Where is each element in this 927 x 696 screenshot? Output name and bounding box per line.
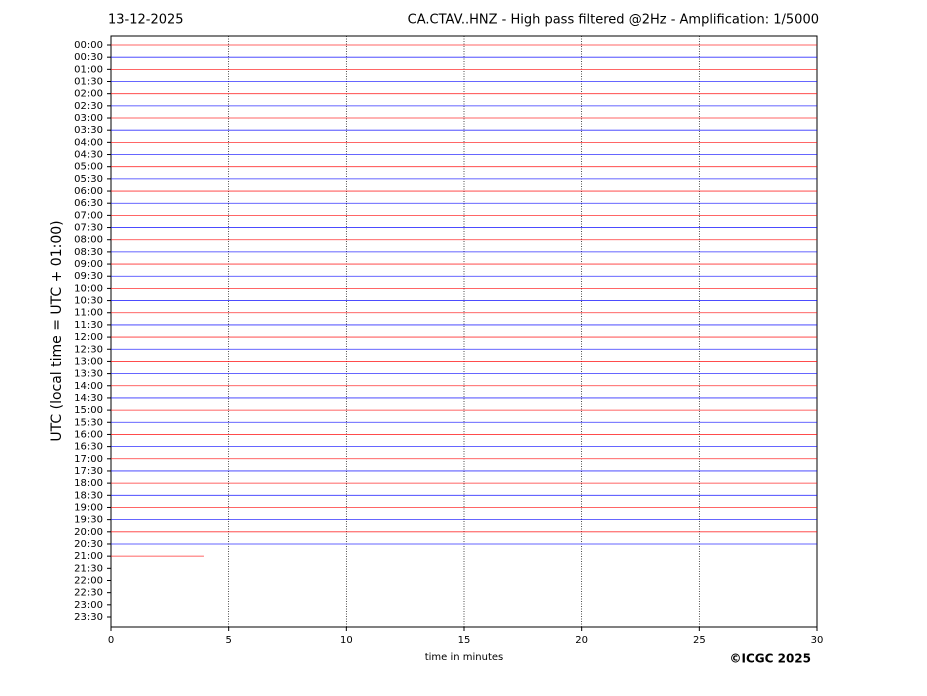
y-tick-label: 11:00 — [74, 308, 103, 319]
y-tick-label: 18:00 — [74, 478, 103, 489]
y-tick-label: 13:00 — [74, 356, 103, 367]
y-tick-label: 21:30 — [74, 563, 103, 574]
y-tick-label: 20:30 — [74, 539, 103, 550]
x-tick-label: 5 — [225, 635, 231, 646]
y-tick-label: 06:00 — [74, 186, 103, 197]
y-tick-label: 16:00 — [74, 429, 103, 440]
y-tick-label: 03:30 — [74, 125, 103, 136]
y-tick-label: 11:30 — [74, 320, 103, 331]
y-tick-label: 19:30 — [74, 515, 103, 526]
y-tick-label: 05:30 — [74, 174, 103, 185]
y-tick-label: 14:30 — [74, 393, 103, 404]
x-axis-label: time in minutes — [425, 652, 504, 663]
copyright: ©ICGC 2025 — [729, 652, 811, 666]
x-tick-label: 25 — [693, 635, 706, 646]
y-tick-label: 07:00 — [74, 210, 103, 221]
chart-title: CA.CTAV..HNZ - High pass filtered @2Hz -… — [408, 13, 819, 28]
y-tick-label: 04:00 — [74, 137, 103, 148]
y-tick-label: 22:30 — [74, 588, 103, 599]
y-tick-label: 19:00 — [74, 502, 103, 513]
y-tick-label: 23:00 — [74, 600, 103, 611]
y-tick-label: 00:00 — [74, 40, 103, 51]
y-tick-label: 23:30 — [74, 612, 103, 623]
y-tick-label: 20:00 — [74, 527, 103, 538]
x-tick-label: 20 — [575, 635, 588, 646]
date: 13-12-2025 — [108, 13, 184, 28]
y-tick-label: 15:30 — [74, 417, 103, 428]
y-tick-label: 08:30 — [74, 247, 103, 258]
y-tick-label: 12:30 — [74, 344, 103, 355]
y-tick-label: 17:30 — [74, 466, 103, 477]
y-tick-label: 01:00 — [74, 64, 103, 75]
y-tick-label: 12:00 — [74, 332, 103, 343]
y-tick-label: 22:00 — [74, 575, 103, 586]
y-tick-label: 21:00 — [74, 551, 103, 562]
y-tick-label: 03:00 — [74, 113, 103, 124]
y-tick-label: 10:30 — [74, 296, 103, 307]
x-tick-label: 15 — [458, 635, 471, 646]
x-tick-label: 10 — [340, 635, 353, 646]
y-tick-label: 04:30 — [74, 150, 103, 161]
y-tick-label: 02:00 — [74, 89, 103, 100]
y-tick-label: 15:00 — [74, 405, 103, 416]
y-tick-label: 08:00 — [74, 235, 103, 246]
y-tick-label: 02:30 — [74, 101, 103, 112]
y-tick-label: 14:00 — [74, 381, 103, 392]
y-tick-label: 10:00 — [74, 283, 103, 294]
y-tick-label: 13:30 — [74, 369, 103, 380]
x-tick-label: 0 — [108, 635, 114, 646]
y-tick-label: 07:30 — [74, 223, 103, 234]
y-tick-label: 16:30 — [74, 442, 103, 453]
y-tick-label: 06:30 — [74, 198, 103, 209]
y-tick-label: 05:00 — [74, 162, 103, 173]
y-tick-label: 17:00 — [74, 454, 103, 465]
y-tick-label: 18:30 — [74, 490, 103, 501]
y-tick-label: 01:30 — [74, 77, 103, 88]
y-tick-label: 09:30 — [74, 271, 103, 282]
y-axis-label: UTC (local time = UTC + 01:00) — [49, 220, 65, 441]
y-tick-label: 00:30 — [74, 52, 103, 63]
y-tick-label: 09:00 — [74, 259, 103, 270]
x-tick-label: 30 — [811, 635, 824, 646]
